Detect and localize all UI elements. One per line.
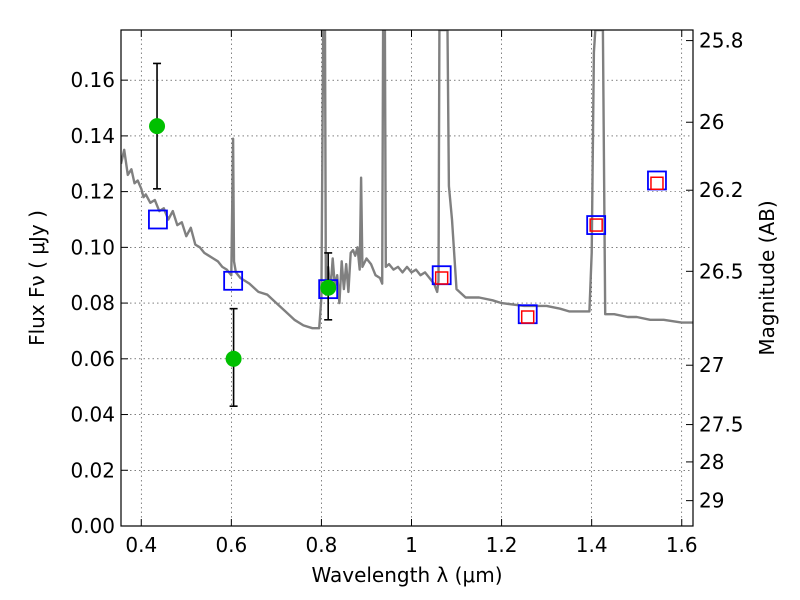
right-tick-label: 27 bbox=[699, 353, 724, 377]
grid bbox=[121, 30, 693, 527]
x-tick-label: 1.4 bbox=[576, 533, 608, 557]
right-tick-label: 27.5 bbox=[699, 413, 744, 437]
green-data-point bbox=[320, 279, 337, 296]
y-axis-label: Flux Fν ( μJy ) bbox=[25, 210, 49, 346]
right-tick-label: 26.5 bbox=[699, 259, 744, 283]
y-tick-label: 0.16 bbox=[70, 68, 115, 92]
x-axis-label: Wavelength λ (μm) bbox=[311, 563, 502, 587]
axis-ticks bbox=[121, 30, 693, 527]
y-tick-label: 0.08 bbox=[70, 291, 115, 315]
right-tick-label: 25.8 bbox=[699, 29, 744, 53]
y-tick-label: 0.04 bbox=[70, 403, 115, 427]
x-tick-label: 1.6 bbox=[666, 533, 698, 557]
green-data-point bbox=[225, 350, 242, 367]
x-tick-label: 1 bbox=[405, 533, 418, 557]
y-tick-label: 0.14 bbox=[70, 124, 115, 148]
model-spectrum-line bbox=[121, 30, 693, 330]
y-tick-label: 0.12 bbox=[70, 180, 115, 204]
y-tick-label: 0.00 bbox=[70, 514, 115, 538]
blue-square-marker bbox=[148, 209, 168, 230]
red-square-marker bbox=[650, 176, 664, 191]
x-tick-label: 0.6 bbox=[215, 533, 247, 557]
right-tick-label: 26.2 bbox=[699, 178, 744, 202]
y-tick-label: 0.10 bbox=[70, 235, 115, 259]
red-square-marker bbox=[589, 218, 603, 232]
red-square-marker bbox=[520, 310, 535, 324]
x-tick-label: 0.8 bbox=[306, 533, 338, 557]
tick-labels: 0.4 0.6 0.8 1 1.2 1.4 1.6 0.00 0.02 0.04 0.06 0.08 0… bbox=[70, 29, 743, 557]
blue-square-marker bbox=[223, 270, 244, 291]
y-right-axis-label: Magnitude (AB) bbox=[755, 200, 779, 355]
right-tick-label: 29 bbox=[699, 489, 724, 513]
x-tick-label: 1.2 bbox=[486, 533, 518, 557]
right-tick-label: 28 bbox=[699, 450, 724, 474]
y-tick-label: 0.06 bbox=[70, 347, 115, 371]
red-square-marker bbox=[434, 271, 449, 285]
plot-data bbox=[121, 30, 693, 407]
plot-frame bbox=[120, 29, 694, 527]
right-tick-label: 26 bbox=[699, 110, 724, 134]
x-tick-label: 0.4 bbox=[125, 533, 157, 557]
y-tick-label: 0.02 bbox=[70, 458, 115, 482]
blue-square-marker bbox=[586, 215, 607, 235]
green-data-point bbox=[149, 118, 166, 135]
